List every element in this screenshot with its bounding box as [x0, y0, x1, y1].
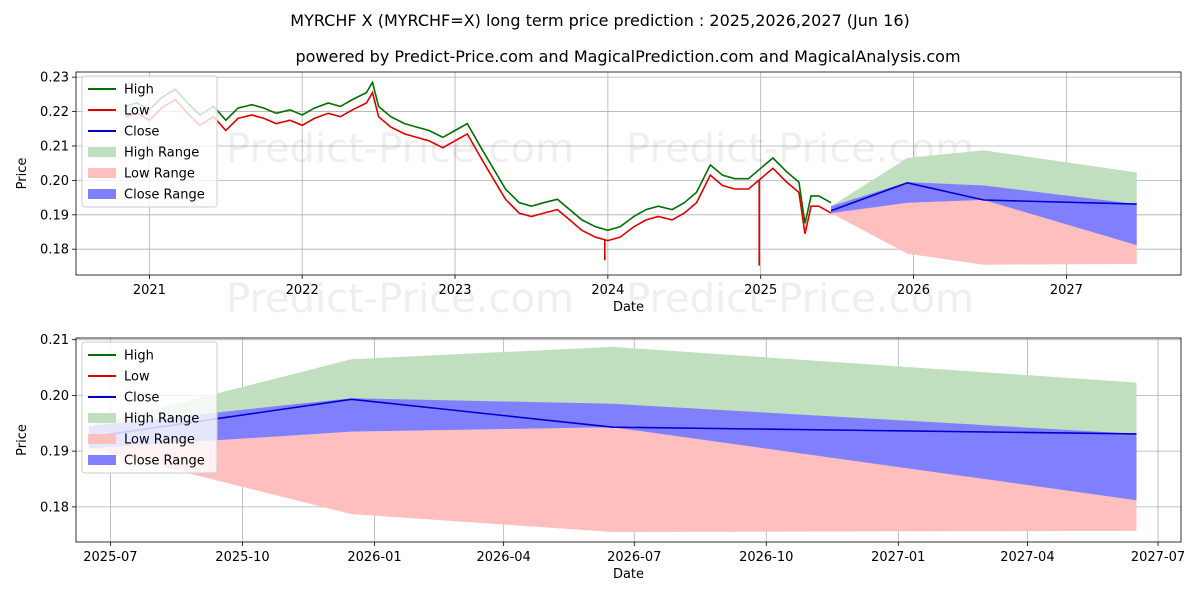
- legend-close-range-label: Close Range: [124, 454, 205, 469]
- x-tick-label: 2026: [897, 283, 930, 298]
- legend-low-range-label: Low Range: [124, 433, 195, 448]
- legend-high-range-swatch: [88, 147, 116, 157]
- legend-high-label: High: [124, 349, 154, 364]
- y-tick-label: 0.18: [40, 243, 69, 258]
- x-tick-label: 2024: [591, 283, 624, 298]
- y-tick-label: 0.21: [40, 139, 69, 154]
- x-tick-label: 2026-01: [347, 550, 401, 565]
- x-tick-label: 2021: [133, 283, 166, 298]
- y-tick-label: 0.23: [40, 71, 69, 86]
- legend-close-range-label: Close Range: [124, 188, 205, 203]
- legend-close-label: Close: [124, 391, 159, 406]
- close-range-band: [88, 398, 1137, 501]
- watermark: Predict-Price.com: [626, 276, 974, 322]
- chart-title: MYRCHF X (MYRCHF=X) long term price pred…: [290, 11, 909, 30]
- legend-low-label: Low: [124, 104, 150, 119]
- legend-high-label: High: [124, 83, 154, 98]
- legend-close-label: Close: [124, 125, 159, 140]
- y-tick-label: 0.21: [40, 333, 69, 348]
- low-series-line: [124, 90, 832, 242]
- y-tick-label: 0.20: [40, 389, 69, 404]
- legend-high-range-label: High Range: [124, 146, 199, 161]
- legend-high-range-label: High Range: [124, 412, 199, 427]
- legend-low-range-swatch: [88, 168, 116, 178]
- chart-subtitle: powered by Predict-Price.com and Magical…: [295, 47, 960, 66]
- x-tick-label: 2025-07: [83, 550, 137, 565]
- x-axis-label: Date: [613, 300, 644, 315]
- legend-high-range-swatch: [88, 413, 116, 423]
- y-tick-label: 0.19: [40, 208, 69, 223]
- plot-frame: [75, 337, 1182, 543]
- watermark: Predict-Price.com: [226, 126, 574, 172]
- x-tick-label: 2027-07: [1131, 550, 1185, 565]
- x-tick-label: 2026-10: [739, 550, 793, 565]
- legend-close-range-swatch: [88, 189, 116, 199]
- legend-low-range-swatch: [88, 434, 116, 444]
- y-tick-label: 0.18: [40, 500, 69, 515]
- legend-low-label: Low: [124, 370, 150, 385]
- x-axis-label: Date: [613, 567, 644, 582]
- y-tick-label: 0.19: [40, 445, 69, 460]
- x-tick-label: 2027-01: [871, 550, 925, 565]
- x-tick-label: 2027-04: [1000, 550, 1054, 565]
- x-tick-label: 2025: [744, 283, 777, 298]
- y-tick-label: 0.20: [40, 174, 69, 189]
- top-plot: 2021 2022 2023 2024 2025 2026 2027 0.18 0.19 0.20…: [15, 71, 1182, 322]
- x-tick-label: 2026-07: [607, 550, 661, 565]
- close-series-line: [830, 181, 1137, 212]
- x-tick-label: 2026-04: [476, 550, 530, 565]
- high-series-line: [124, 80, 832, 232]
- legend-low-range-label: Low Range: [124, 167, 195, 182]
- watermark: Predict-Price.com: [226, 276, 574, 322]
- y-axis-label: Price: [15, 158, 30, 190]
- bottom-plot: 2025-07 2025-10 2026-01 2026-04 2026-07 2026-…: [15, 333, 1185, 582]
- high-range-band: [88, 346, 1137, 438]
- x-tick-label: 2022: [286, 283, 319, 298]
- close-series-line: [88, 398, 1137, 438]
- x-tick-label: 2027: [1050, 283, 1083, 298]
- x-tick-label: 2023: [438, 283, 471, 298]
- y-tick-label: 0.22: [40, 105, 69, 120]
- y-axis-label: Price: [15, 424, 30, 456]
- x-tick-label: 2025-10: [215, 550, 269, 565]
- close-range-band: [831, 182, 1137, 246]
- legend-close-range-swatch: [88, 455, 116, 465]
- plot-frame: [75, 71, 1182, 276]
